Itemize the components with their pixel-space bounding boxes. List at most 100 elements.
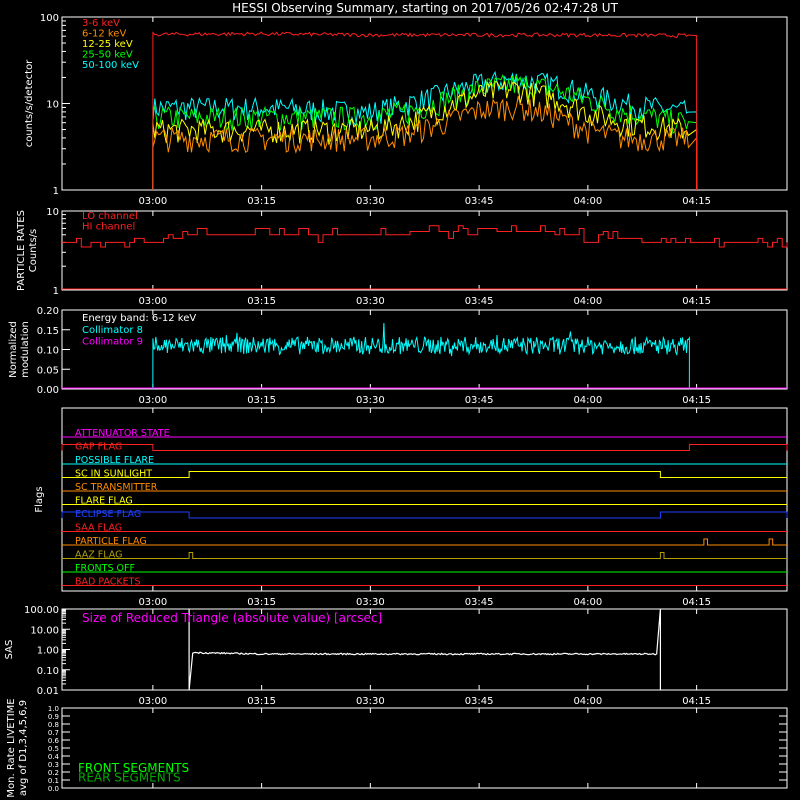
modulation-x-tick-label: 03:00 [138,395,167,406]
flag-row-sc-transmitter: SC TRANSMITTER [62,482,787,493]
flag-label: ECLIPSE FLAG [75,509,141,520]
flag-label: ATTENUATOR STATE [75,428,170,439]
particle-rate-x-tick-label: 04:00 [573,296,602,307]
count-rate-x-tick-label: 04:00 [573,196,602,207]
flag-label: SAA FLAG [75,523,122,534]
sas-triangle-line [188,608,661,691]
flag-line [61,511,788,519]
sas-y-tick-label: 100.00 [24,605,59,616]
livetime-y-tick-label: 0.0 [48,785,59,793]
count-rate-legend-50-100-keV: 50-100 keV [82,60,139,71]
modulation-y-tick-label: 0.15 [37,326,59,337]
particle-rate-x-tick-label: 03:30 [356,296,385,307]
particle-rate-x-tick-label: 03:00 [138,296,167,307]
livetime-y-tick-label: 0.5 [48,745,59,753]
livetime-y-tick-label: 0.7 [48,729,59,737]
particle-rate-x-axis: 03:00 03:15 03:30 03:45 04:00 04:15 [138,211,711,307]
modulation-y-tick-label: 0.20 [37,306,59,317]
flag-label: PARTICLE FLAG [75,536,147,547]
flag-row-particle-flag: PARTICLE FLAG [62,536,787,547]
flag-label: GAP FLAG [75,442,122,453]
modulation-y-label-2: modulation [20,321,31,378]
modulation-legend-Collimator-8: Collimator 8 [82,325,143,336]
sas-x-tick-label: 04:15 [682,696,711,707]
particle-rate-y-tick-label: 1 [53,286,59,297]
figure-title: HESSI Observing Summary, starting on 201… [232,1,618,15]
count-rate-legend-25-50-keV: 25-50 keV [82,50,133,61]
particle-rate-x-tick-label: 03:15 [247,296,276,307]
count-rate-x-tick-label: 03:30 [356,196,385,207]
flags-frame [61,407,788,592]
sas-y-label: SAS [4,640,15,660]
sas-y-axis: 0.01 0.10 1.00 10.00 100.00 [24,605,70,697]
flag-label: POSSIBLE FLARE [75,455,154,466]
flag-line [61,444,788,451]
livetime-y-axis: 0.00.10.20.30.40.50.60.70.80.91.0 [48,705,787,793]
modulation-x-tick-label: 03:30 [356,395,385,406]
modulation-y-label: Normalized [8,321,19,378]
modulation-x-axis: 03:00 03:15 03:30 03:45 04:00 04:15 [138,310,711,406]
modulation-y-axis: 0.00 0.05 0.10 0.15 0.20 [37,306,70,396]
sas-x-tick-label: 03:30 [356,696,385,707]
count-rate-x-tick-label: 04:15 [682,196,711,207]
modulation-x-tick-label: 04:00 [573,395,602,406]
particle-rate-lo-line [62,225,788,248]
flags-x-tick-label: 03:15 [247,597,276,608]
modulation-y-tick-label: 0.00 [37,385,59,396]
flag-row-flare-flag: FLARE FLAG [62,496,787,507]
flags-x-tick-label: 04:00 [573,597,602,608]
sas-x-tick-label: 03:45 [465,696,494,707]
particle-rate-frame [61,210,788,291]
livetime-y-tick-label: 0.4 [48,753,60,761]
livetime-y-tick-label: 0.1 [48,777,59,785]
livetime-y-tick-label: 0.8 [48,721,59,729]
modulation-energy-band-label: Energy band: 6-12 keV [82,313,196,324]
flags-x-tick-label: 03:45 [465,597,494,608]
flag-label: AAZ FLAG [75,550,122,561]
flag-label: FLARE FLAG [75,496,133,507]
livetime-y-label-2: avg of D1,3,4,5,6,9 [18,700,29,796]
count-rate-line-25-50-keV [152,73,698,191]
flag-line [62,538,787,546]
particle-rate-y-axis: 1 10 [46,207,70,297]
sas-y-tick-label: 10.00 [30,625,59,636]
count-rate-line-12-25-keV [152,80,698,191]
flag-row-aaz-flag: AAZ FLAG [62,550,787,561]
flag-row-gap-flag: GAP FLAG [61,442,788,453]
flag-row-saa-flag: SAA FLAG [62,523,787,534]
flag-row-possible-flare: POSSIBLE FLARE [62,455,787,466]
count-rate-x-tick-label: 03:00 [138,196,167,207]
flag-row-sc-in-sunlight: SC IN SUNLIGHT [62,469,787,480]
livetime-legend-REAR-SEGMENTS: REAR SEGMENTS [78,771,181,785]
sas-y-tick-label: 1.00 [37,646,59,657]
livetime-y-tick-label: 0.6 [48,737,60,745]
particle-rate-y-label: PARTICLE RATES [16,210,27,291]
sas-y-tick-label: 0.10 [37,666,59,677]
count-rate-line-6-12-keV [152,95,698,191]
livetime-legend-FRONT-SEGMENTS: FRONT SEGMENTS [78,761,189,775]
modulation-x-tick-label: 03:45 [465,395,494,406]
livetime-y-tick-label: 0.3 [48,761,59,769]
flags-x-tick-label: 03:30 [356,597,385,608]
flag-row-bad-packets: BAD PACKETS [62,577,787,588]
sas-x-axis: 03:00 03:15 03:30 03:45 04:00 04:15 [138,609,711,707]
count-rate-legend-12-25-keV: 12-25 keV [82,39,133,50]
modulation-legend-Collimator-9: Collimator 9 [82,337,143,348]
count-rate-x-axis: 03:00 03:15 03:30 03:45 04:00 04:15 [138,17,711,207]
flag-row-eclipse-flag: ECLIPSE FLAG [61,509,788,520]
sas-annotation: Size of Reduced Triangle (absolute value… [82,611,382,625]
modulation-y-tick-label: 0.10 [37,346,59,357]
particle-rate-y-tick-label: 10 [46,207,59,218]
flags-y-label: Flags [34,486,45,512]
flags-x-axis: 03:00 03:15 03:30 03:45 04:00 04:15 [138,408,711,608]
count-rate-y-tick-label: 100 [40,13,59,24]
count-rate-legend-3-6-keV: 3-6 keV [82,18,120,29]
flag-line [62,471,787,478]
count-rate-line-3-6-keV [152,31,698,191]
count-rate-y-label: counts/s/detector [24,59,35,147]
livetime-y-tick-label: 1.0 [48,705,59,713]
flag-label: SC TRANSMITTER [75,482,158,493]
flags-x-tick-label: 03:00 [138,597,167,608]
